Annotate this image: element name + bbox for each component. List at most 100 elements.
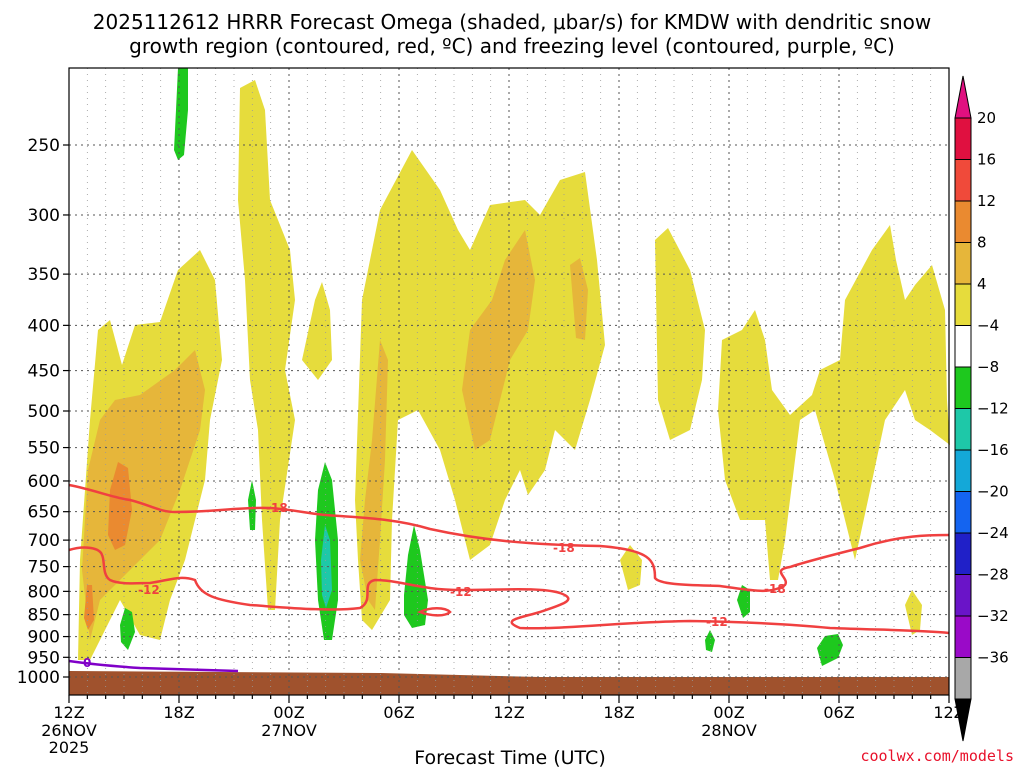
- y-tick-label-750: 750: [28, 558, 60, 578]
- x-tick-label-36-l1: 00Z: [713, 703, 744, 722]
- colorbar-label-5: −4: [977, 317, 999, 335]
- y-tick-label-600: 600: [28, 472, 60, 492]
- label-freezing-0: 0: [83, 656, 91, 670]
- y-tick-label-550: 550: [28, 439, 60, 459]
- colorbar-label-3: 8: [977, 234, 987, 252]
- y-axis: 2503003504004505005506006507007508008509…: [17, 136, 69, 688]
- y-tick-label-300: 300: [28, 206, 60, 226]
- y-tick-label-850: 850: [28, 606, 60, 626]
- x-tick-label-24-l1: 12Z: [493, 703, 524, 722]
- colorbar-label-6: −8: [977, 358, 999, 376]
- y-tick-label-1000: 1000: [17, 668, 60, 688]
- colorbar-segment-0: [954, 117, 972, 160]
- colorbar-label-13: −36: [977, 649, 1009, 667]
- colorbar-label-11: −28: [977, 566, 1009, 584]
- colorbar-label-12: −32: [977, 607, 1009, 625]
- colorbar-segment-9: [954, 491, 972, 534]
- omega-colorbar: 20 16 12 8 4 −4 −8 −12 −16 −20 −24 −28 −32 −36: [954, 75, 1009, 742]
- x-tick-label-42-l1: 06Z: [823, 703, 854, 722]
- y-tick-label-950: 950: [28, 648, 60, 668]
- dgz-contour-minus12-loop: [416, 607, 452, 617]
- omega-12-16-regions: [84, 462, 132, 630]
- y-tick-label-700: 700: [28, 531, 60, 551]
- dgz-contour-minus12: [68, 546, 950, 635]
- colorbar-bottom-arrow: [954, 698, 972, 742]
- label-minus12-a: -12: [138, 583, 160, 597]
- colorbar-label-8: −16: [977, 441, 1009, 459]
- x-tick-label-18-l1: 06Z: [383, 703, 414, 722]
- colorbar-segment-6: [954, 366, 972, 409]
- colorbar-segment-1: [954, 159, 972, 202]
- x-tick-label-36-l2: 28NOV: [701, 721, 757, 740]
- chart-title-line1: 2025112612 HRRR Forecast Omega (shaded, …: [93, 10, 931, 34]
- y-tick-label-350: 350: [28, 265, 60, 285]
- colorbar-label-2: 12: [977, 192, 996, 210]
- x-tick-label-0-l2: 26NOV: [41, 721, 97, 740]
- omega-region-gold-4: [360, 340, 388, 610]
- omega-region-gold-2: [462, 230, 535, 450]
- omega-region-gold-3: [570, 258, 588, 340]
- colorbar-top-arrow: [954, 75, 972, 119]
- colorbar-label-10: −24: [977, 524, 1009, 542]
- label-minus12-b: -12: [450, 585, 472, 599]
- colorbar-segment-7: [954, 408, 972, 451]
- omega-region-green-7: [705, 630, 715, 652]
- omega-neg4-neg8-regions: [120, 68, 843, 666]
- x-tick-label-6-l1: 18Z: [163, 703, 194, 722]
- omega-region-green-8: [817, 634, 843, 666]
- source-credit: coolwx.com/models: [860, 747, 1014, 765]
- x-tick-label-30-l1: 18Z: [603, 703, 634, 722]
- colorbar-segment-12: [954, 615, 972, 658]
- dgz-contour-minus18: [68, 483, 950, 593]
- omega-region-green-6: [737, 585, 750, 618]
- y-tick-label-900: 900: [28, 628, 60, 648]
- y-tick-label-250: 250: [28, 136, 60, 156]
- gridlines: [69, 68, 949, 695]
- colorbar-label-1: 16: [977, 151, 996, 169]
- colorbar-segment-13: [954, 657, 972, 700]
- colorbar-label-9: −20: [977, 483, 1009, 501]
- x-tick-label-12-l2: 27NOV: [261, 721, 317, 740]
- colorbar-segment-10: [954, 532, 972, 575]
- dgz-contours: [68, 483, 950, 635]
- plot-area: -18 -18 -18 -12 -12 -12 0: [68, 67, 950, 696]
- omega-8-12-regions: [82, 230, 588, 640]
- omega-region-orange-1: [108, 462, 132, 550]
- colorbar-segment-11: [954, 574, 972, 617]
- chart-title-line2: growth region (contoured, red, ºC) and f…: [129, 34, 895, 58]
- y-tick-label-500: 500: [28, 402, 60, 422]
- y-tick-label-400: 400: [28, 316, 60, 336]
- omega-region-green-1: [174, 68, 188, 160]
- x-axis-title: Forecast Time (UTC): [414, 747, 605, 768]
- label-minus18-b: -18: [553, 541, 575, 555]
- y-tick-label-800: 800: [28, 582, 60, 602]
- omega-region-gold-1: [82, 350, 205, 640]
- colorbar-segment-2: [954, 200, 972, 243]
- colorbar-segment-8: [954, 449, 972, 492]
- omega-region-green-4: [120, 608, 135, 650]
- colorbar-segment-3: [954, 242, 972, 285]
- label-minus12-c: -12: [706, 615, 728, 629]
- omega-region-yellow-7: [620, 545, 642, 590]
- x-tick-label-12-l1: 00Z: [273, 703, 304, 722]
- omega-region-green-3: [404, 525, 428, 628]
- omega-region-teal-1: [321, 525, 332, 608]
- y-tick-label-650: 650: [28, 503, 60, 523]
- omega-region-green-5: [248, 480, 256, 530]
- x-tick-label-0-l1: 12Z: [53, 703, 84, 722]
- label-minus18-c: -18: [764, 582, 786, 596]
- colorbar-label-0: 20: [977, 109, 996, 127]
- colorbar-segment-5: [954, 325, 972, 368]
- omega-region-orange-2: [84, 585, 94, 630]
- omega-region-yellow-3: [302, 282, 332, 380]
- x-tick-label-0-l3: 2025: [49, 738, 90, 757]
- omega-region-yellow-8: [905, 590, 922, 635]
- colorbar-label-7: −12: [977, 400, 1009, 418]
- contour-labels: -18 -18 -18 -12 -12 -12 0: [83, 501, 786, 670]
- omega-region-yellow-6: [718, 225, 950, 580]
- omega-neg8-neg12-regions: [321, 525, 332, 608]
- colorbar-segment-4: [954, 283, 972, 326]
- colorbar-label-4: 4: [977, 275, 987, 293]
